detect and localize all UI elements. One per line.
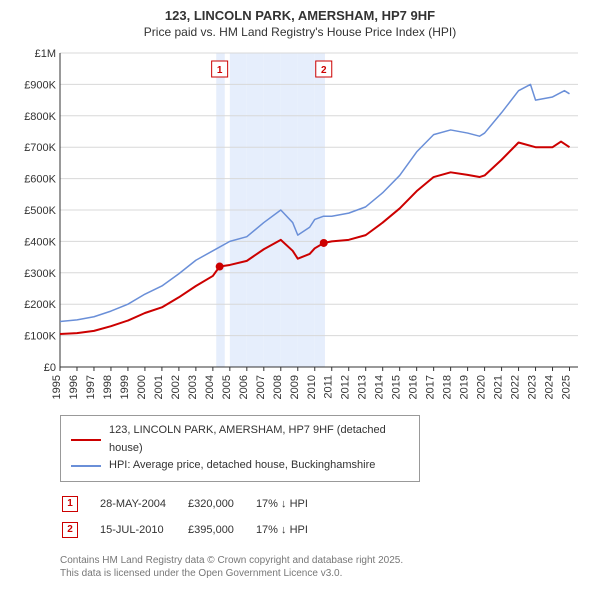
marker-events-table: 1 28-MAY-2004£320,00017% ↓ HPI 2 15-JUL-201…: [60, 490, 330, 544]
legend-item: HPI: Average price, detached house, Buck…: [71, 457, 409, 475]
svg-text:2007: 2007: [255, 375, 267, 399]
marker-row: 2 15-JUL-2010£395,00017% ↓ HPI: [62, 518, 328, 542]
svg-text:£1M: £1M: [35, 48, 56, 60]
legend-box: 123, LINCOLN PARK, AMERSHAM, HP7 9HF (de…: [60, 415, 420, 482]
svg-text:2021: 2021: [493, 375, 505, 399]
chart-subtitle: Price paid vs. HM Land Registry's House …: [10, 25, 590, 39]
svg-text:1998: 1998: [102, 375, 114, 399]
marker-date: 15-JUL-2010: [100, 518, 186, 542]
svg-text:2024: 2024: [544, 375, 556, 399]
svg-text:2020: 2020: [476, 375, 488, 399]
marker-price: £395,000: [188, 518, 254, 542]
marker-price: £320,000: [188, 492, 254, 516]
legend-label: 123, LINCOLN PARK, AMERSHAM, HP7 9HF (de…: [109, 422, 409, 457]
svg-text:2009: 2009: [289, 375, 301, 399]
svg-text:2017: 2017: [425, 375, 437, 399]
svg-text:2016: 2016: [408, 375, 420, 399]
marker-date: 28-MAY-2004: [100, 492, 186, 516]
svg-text:£100K: £100K: [24, 331, 56, 343]
svg-text:2012: 2012: [340, 375, 352, 399]
chart-area: £0 £100K £200K £300K £400K £500K £600K £700K £80…: [10, 47, 590, 407]
svg-text:2004: 2004: [204, 375, 216, 399]
svg-text:2008: 2008: [272, 375, 284, 399]
svg-text:£600K: £600K: [24, 174, 56, 186]
marker-number-box: 2: [62, 522, 78, 538]
svg-text:2015: 2015: [391, 375, 403, 399]
footnote-line: This data is licensed under the Open Gov…: [60, 567, 590, 580]
svg-text:2011: 2011: [323, 375, 335, 399]
legend-label: HPI: Average price, detached house, Buck…: [109, 457, 375, 475]
svg-text:2014: 2014: [374, 375, 386, 399]
svg-text:£500K: £500K: [24, 205, 56, 217]
marker-delta: 17% ↓ HPI: [256, 492, 328, 516]
svg-text:£800K: £800K: [24, 111, 56, 123]
svg-text:£400K: £400K: [24, 236, 56, 248]
legend-swatch: [71, 439, 101, 441]
marker-delta: 17% ↓ HPI: [256, 518, 328, 542]
svg-text:£200K: £200K: [24, 299, 56, 311]
marker-number-box: 1: [62, 496, 78, 512]
svg-text:1996: 1996: [68, 375, 80, 399]
footnote-line: Contains HM Land Registry data © Crown c…: [60, 554, 590, 567]
svg-text:£0: £0: [44, 362, 56, 374]
svg-text:2005: 2005: [221, 375, 233, 399]
footnote: Contains HM Land Registry data © Crown c…: [60, 554, 590, 580]
legend-item: 123, LINCOLN PARK, AMERSHAM, HP7 9HF (de…: [71, 422, 409, 457]
svg-text:1997: 1997: [85, 375, 97, 399]
chart-container: 123, LINCOLN PARK, AMERSHAM, HP7 9HF Pri…: [0, 0, 600, 590]
line-chart-svg: £0 £100K £200K £300K £400K £500K £600K £700K £80…: [10, 47, 590, 407]
svg-text:2002: 2002: [170, 375, 182, 399]
svg-text:2018: 2018: [442, 375, 454, 399]
svg-text:2019: 2019: [459, 375, 471, 399]
legend-swatch: [71, 465, 101, 467]
svg-text:2025: 2025: [561, 375, 573, 399]
svg-text:2022: 2022: [510, 375, 522, 399]
svg-text:2: 2: [321, 65, 327, 76]
svg-text:£700K: £700K: [24, 142, 56, 154]
svg-text:2003: 2003: [187, 375, 199, 399]
svg-text:2023: 2023: [527, 375, 539, 399]
svg-text:£900K: £900K: [24, 79, 56, 91]
svg-text:1999: 1999: [119, 375, 131, 399]
svg-text:2001: 2001: [153, 375, 165, 399]
svg-text:1995: 1995: [51, 375, 63, 399]
chart-title: 123, LINCOLN PARK, AMERSHAM, HP7 9HF: [10, 8, 590, 23]
marker-row: 1 28-MAY-2004£320,00017% ↓ HPI: [62, 492, 328, 516]
svg-text:£300K: £300K: [24, 268, 56, 280]
svg-text:2000: 2000: [136, 375, 148, 399]
svg-text:2013: 2013: [357, 375, 369, 399]
svg-text:2006: 2006: [238, 375, 250, 399]
svg-text:2010: 2010: [306, 375, 318, 399]
svg-text:1: 1: [217, 65, 223, 76]
